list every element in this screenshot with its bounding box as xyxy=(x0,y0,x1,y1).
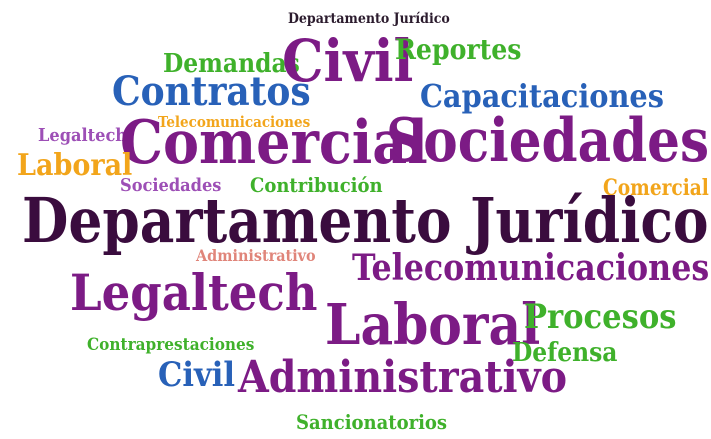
word-civil-large: Civil xyxy=(282,27,414,95)
word-sociedades-large: Sociedades xyxy=(386,106,710,176)
word-capacitaciones: Capacitaciones xyxy=(420,77,664,115)
word-telecomunicaciones-large: Telecomunicaciones xyxy=(352,247,710,289)
word-departamento-juridico-small: Departamento Jurídico xyxy=(288,11,450,27)
word-reportes: Reportes xyxy=(395,33,522,66)
word-departamento-juridico-large: Departamento Jurídico xyxy=(22,184,709,257)
word-legaltech-small: Legaltech xyxy=(38,125,128,146)
word-legaltech-large: Legaltech xyxy=(70,263,318,322)
word-telecomunicaciones-small: Telecomunicaciones xyxy=(158,113,311,131)
word-contraprestaciones: Contraprestaciones xyxy=(87,335,255,355)
word-sociedades-small: Sociedades xyxy=(120,175,222,196)
word-procesos: Procesos xyxy=(524,297,677,337)
word-comercial-large: Comercial xyxy=(120,108,428,178)
word-contratos: Contratos xyxy=(112,68,311,115)
word-civil-small: Civil xyxy=(158,355,235,395)
word-laboral-large: Laboral xyxy=(325,292,541,358)
word-administrativo-small: Administrativo xyxy=(196,246,316,265)
word-contribucion: Contribución xyxy=(250,173,383,197)
word-administrativo-large: Administrativo xyxy=(238,352,567,403)
word-sancionatorios: Sancionatorios xyxy=(296,410,448,434)
word-laboral-small: Laboral xyxy=(17,148,133,183)
word-comercial-small: Comercial xyxy=(603,175,709,201)
word-demandas: Demandas xyxy=(163,49,300,79)
word-defensa: Defensa xyxy=(512,338,618,368)
